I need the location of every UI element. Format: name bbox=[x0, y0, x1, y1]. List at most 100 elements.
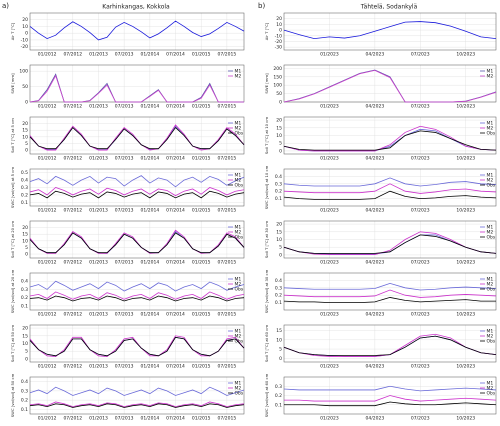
y-tick-label: 100 bbox=[19, 69, 28, 75]
x-tick-label: 07/2014 bbox=[166, 208, 185, 214]
x-tick-label: 07/2012 bbox=[63, 52, 82, 58]
y-tick-label: 0 bbox=[25, 148, 28, 154]
panel-title: Tähtelä, Sodankylä bbox=[360, 4, 418, 11]
x-tick-label: 01/2015 bbox=[192, 416, 211, 422]
y-tick-label: 0.4 bbox=[21, 178, 28, 184]
series-line bbox=[29, 175, 245, 188]
series-line bbox=[283, 190, 497, 200]
series-line bbox=[29, 187, 245, 197]
y-tick-label: 0.4 bbox=[21, 379, 28, 385]
x-tick-label: 01/2015 bbox=[192, 52, 211, 58]
plot-frame bbox=[29, 168, 245, 207]
plot-frame bbox=[29, 324, 245, 363]
x-tick-label: 04/2023 bbox=[366, 52, 385, 58]
legend-label: Obs bbox=[487, 339, 496, 345]
series-line bbox=[283, 234, 497, 255]
x-tick-label: 07/2012 bbox=[63, 416, 82, 422]
x-tick-label: 10/2023 bbox=[456, 312, 475, 318]
series-line bbox=[284, 401, 497, 407]
x-tick-label: 07/2015 bbox=[218, 104, 237, 110]
x-tick-label: 10/2023 bbox=[456, 364, 475, 370]
series-line bbox=[29, 336, 245, 357]
panel-label: a) bbox=[2, 2, 9, 10]
legend-label: M1 bbox=[487, 69, 494, 75]
legend-label: M1 bbox=[487, 277, 494, 283]
y-tick-label: 15 bbox=[276, 229, 282, 235]
y-tick-label: 0.3 bbox=[21, 287, 28, 293]
y-tick-label: 10 bbox=[276, 337, 282, 343]
y-tick-label: -20 bbox=[275, 39, 282, 45]
y-tick-label: 0 bbox=[25, 356, 28, 362]
y-tick-label: 0.3 bbox=[21, 388, 28, 394]
y-axis-label: SWC [vol/vol] at 50 cm bbox=[10, 373, 15, 417]
legend-label: M2 bbox=[235, 126, 242, 132]
series-line bbox=[29, 401, 245, 408]
x-tick-label: 10/2023 bbox=[456, 208, 475, 214]
plot-frame bbox=[29, 272, 245, 311]
y-tick-label: 5 bbox=[25, 141, 28, 147]
plot-frame bbox=[283, 116, 497, 155]
x-tick-label: 07/2012 bbox=[63, 104, 82, 110]
x-tick-label: 07/2023 bbox=[411, 104, 430, 110]
legend-label: Obs bbox=[235, 131, 244, 137]
y-axis-label: Soil T [°C] at 60 cm bbox=[264, 325, 269, 362]
legend-label: M2 bbox=[487, 74, 494, 80]
series-line bbox=[283, 125, 497, 152]
y-tick-label: 10 bbox=[22, 341, 28, 347]
y-axis-label: SWC [vol/vol] at 60 cm bbox=[264, 373, 269, 417]
legend-label: Obs bbox=[235, 287, 244, 293]
x-tick-label: 01/2012 bbox=[38, 104, 57, 110]
series-line bbox=[283, 333, 497, 357]
y-tick-label: 0.2 bbox=[275, 393, 282, 399]
x-tick-label: 01/2012 bbox=[38, 364, 57, 370]
series-line bbox=[283, 183, 497, 194]
x-tick-label: 07/2014 bbox=[166, 104, 185, 110]
series-line bbox=[29, 73, 244, 103]
x-tick-label: 04/2023 bbox=[366, 312, 385, 318]
x-tick-label: 07/2014 bbox=[166, 52, 185, 58]
y-tick-label: 10 bbox=[22, 238, 28, 244]
y-tick-label: -10 bbox=[275, 33, 282, 39]
y-tick-label: 5 bbox=[279, 347, 282, 353]
y-tick-label: 0.3 bbox=[275, 181, 282, 187]
x-tick-label: 04/2023 bbox=[366, 416, 385, 422]
y-axis-label: Soil T [°C] at 20 cm bbox=[10, 221, 15, 258]
y-tick-label: 20 bbox=[276, 16, 282, 22]
plot-frame bbox=[283, 12, 497, 51]
x-tick-label: 07/2023 bbox=[411, 156, 430, 162]
x-tick-label: 07/2014 bbox=[166, 364, 185, 370]
x-tick-label: 07/2012 bbox=[63, 156, 82, 162]
y-tick-label: 0.1 bbox=[275, 196, 282, 202]
x-tick-label: 10/2023 bbox=[456, 52, 475, 58]
series-line bbox=[29, 291, 245, 300]
y-axis-label: SWC [vol/vol] at 10 cm bbox=[264, 165, 269, 209]
y-tick-label: 0 bbox=[25, 252, 28, 258]
x-tick-label: 01/2014 bbox=[140, 52, 159, 58]
x-tick-label: 01/2023 bbox=[320, 52, 339, 58]
x-tick-label: 07/2015 bbox=[218, 156, 237, 162]
legend-label: M2 bbox=[235, 178, 242, 184]
x-tick-label: 04/2023 bbox=[366, 156, 385, 162]
x-tick-label: 01/2023 bbox=[320, 364, 339, 370]
x-tick-label: 07/2013 bbox=[115, 312, 134, 318]
y-tick-label: 0.4 bbox=[275, 278, 282, 284]
plot-frame bbox=[283, 324, 497, 363]
y-tick-label: 20 bbox=[22, 225, 28, 231]
x-tick-label: 01/2014 bbox=[140, 208, 159, 214]
x-tick-label: 01/2013 bbox=[89, 416, 108, 422]
series-line bbox=[283, 69, 497, 103]
y-tick-label: -10 bbox=[21, 37, 28, 43]
y-tick-label: 20 bbox=[22, 121, 28, 127]
legend-label: M2 bbox=[487, 178, 494, 184]
y-tick-label: 200 bbox=[273, 66, 282, 72]
legend-label: M2 bbox=[487, 386, 494, 392]
x-tick-label: 01/2015 bbox=[192, 260, 211, 266]
y-tick-label: 0 bbox=[279, 28, 282, 34]
y-tick-label: 15 bbox=[276, 328, 282, 334]
plot-frame bbox=[283, 272, 497, 311]
x-tick-label: 01/2014 bbox=[140, 312, 159, 318]
x-tick-label: 04/2023 bbox=[366, 208, 385, 214]
series-line bbox=[283, 335, 497, 356]
y-tick-label: 0 bbox=[25, 31, 28, 37]
